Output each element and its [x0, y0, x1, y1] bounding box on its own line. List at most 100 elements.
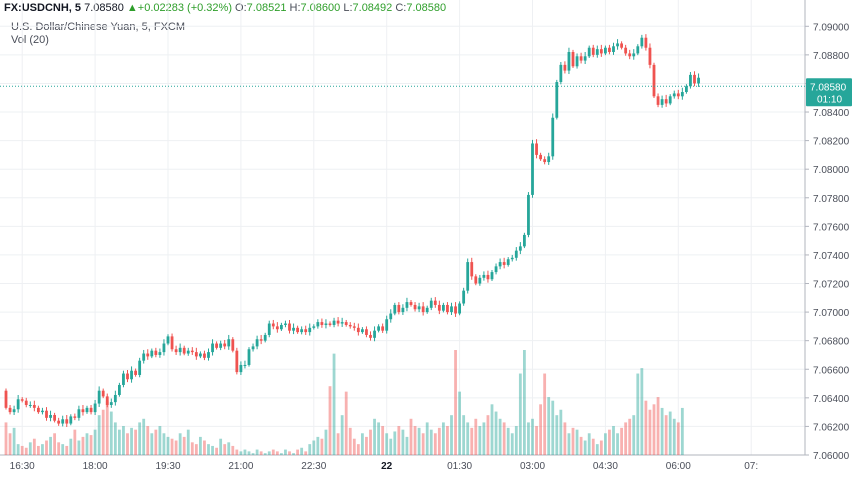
y-tick-label: 7.07600 — [813, 222, 850, 233]
volume-bar — [296, 449, 299, 455]
volume-bar — [551, 400, 555, 455]
volume-bar — [348, 427, 352, 455]
volume-bar — [352, 438, 356, 455]
candle-body — [518, 246, 522, 251]
candle-body — [397, 304, 401, 313]
candle-body — [567, 52, 571, 71]
candle-body — [296, 327, 299, 333]
candle-body — [547, 156, 551, 163]
candle-body — [498, 262, 502, 267]
candle-body — [478, 277, 482, 284]
candle-body — [113, 394, 117, 403]
candle-body — [332, 320, 336, 325]
volume-bar — [255, 449, 259, 455]
volume-bar — [162, 433, 166, 455]
close-label: C: — [395, 2, 407, 14]
volume-bar — [405, 436, 409, 455]
candle-body — [356, 327, 360, 333]
candle-body — [652, 64, 656, 97]
volume-bar — [227, 442, 231, 455]
volume-bar — [118, 429, 121, 455]
candle-body — [458, 303, 461, 314]
candle-body — [32, 404, 36, 408]
volume-bar — [539, 404, 542, 455]
volume-bar — [97, 415, 101, 455]
volume-bar — [154, 429, 158, 455]
candle-body — [239, 364, 243, 373]
volume-bar — [377, 422, 380, 455]
volume-bar — [652, 404, 656, 455]
volume-bar — [53, 433, 56, 455]
candle-body — [490, 272, 494, 280]
candle-body — [57, 420, 61, 424]
x-tick-label: 04:30 — [593, 461, 618, 472]
y-tick-label: 7.08800 — [813, 51, 850, 62]
x-tick-label: 19:30 — [155, 461, 180, 472]
volume-bar — [668, 411, 672, 455]
candle-body — [300, 329, 304, 333]
volume-bar — [604, 433, 607, 455]
volume-bar — [178, 433, 182, 455]
volume-bar — [523, 350, 526, 455]
volume-bar — [24, 447, 28, 455]
volume-bar — [215, 447, 218, 455]
candle-body — [292, 327, 295, 331]
volume-bar — [361, 433, 364, 455]
volume-bar — [543, 373, 547, 455]
volume-bar — [381, 426, 385, 455]
candle-body — [170, 336, 174, 350]
candle-body — [186, 350, 190, 354]
volume-bar — [89, 435, 93, 455]
candle-body — [365, 329, 368, 335]
candle-body — [304, 329, 308, 333]
volume-bar — [429, 429, 433, 455]
volume-bar — [316, 436, 320, 455]
candle-body — [190, 350, 194, 353]
volume-bar — [369, 429, 372, 455]
candle-body — [660, 99, 664, 105]
candle-body — [288, 323, 291, 331]
candle-body — [429, 300, 433, 308]
candle-body — [377, 326, 380, 331]
candle-body — [640, 37, 644, 47]
y-tick-label: 7.06800 — [813, 337, 850, 348]
candle-body — [207, 352, 210, 358]
volume-bar — [583, 440, 587, 455]
volume-bar — [425, 422, 429, 455]
volume-bar — [482, 422, 486, 455]
volume-bar — [211, 445, 214, 455]
last-price-label: 7.08580 — [810, 82, 847, 93]
last-price: 7.08580 — [84, 2, 124, 14]
candle-body — [604, 47, 607, 54]
candle-body — [93, 403, 97, 413]
volume-bar — [275, 451, 279, 455]
volume-bar — [146, 426, 150, 455]
volume-bar — [664, 415, 668, 455]
volume-bar — [442, 422, 445, 455]
candle-body — [672, 93, 676, 97]
volume-bar — [41, 444, 44, 455]
candle-body — [12, 409, 16, 413]
candle-body — [648, 47, 652, 65]
candle-body — [531, 143, 534, 195]
volume-bar — [288, 451, 291, 455]
volume-bar — [142, 418, 146, 455]
candle-body — [348, 324, 352, 327]
candle-body — [126, 373, 129, 380]
x-tick-label: 18:00 — [83, 461, 108, 472]
candle-body — [361, 329, 364, 333]
candle-body — [316, 322, 320, 327]
candle-body — [689, 74, 692, 87]
candle-body — [506, 259, 510, 265]
candle-body — [24, 400, 28, 405]
candle-body — [227, 339, 231, 347]
candle-body — [437, 304, 441, 311]
volume-bar — [20, 445, 24, 455]
candle-body — [122, 373, 125, 385]
volume-bar — [203, 440, 206, 455]
candle-body — [134, 370, 137, 375]
candle-body — [340, 322, 344, 324]
candle-body — [251, 346, 255, 350]
volume-bar — [28, 442, 32, 455]
